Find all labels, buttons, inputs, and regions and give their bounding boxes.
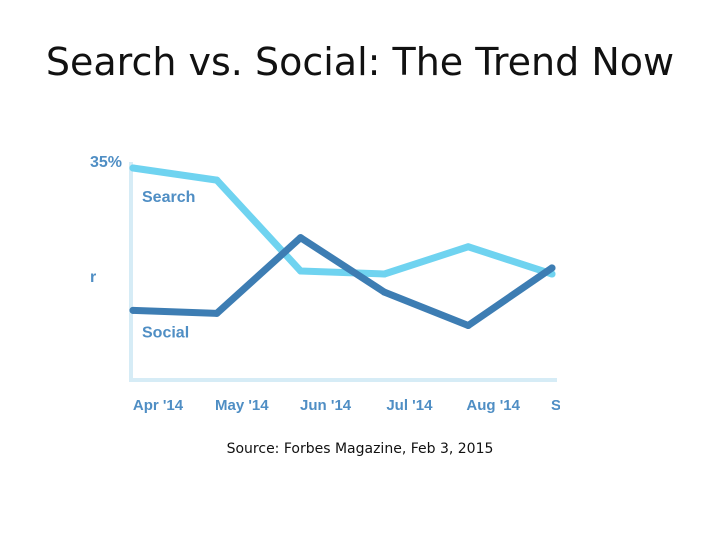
x-tick-label: Jun '14 [300,397,352,414]
social-series-label: Social [142,324,189,341]
social-point [297,234,305,242]
search-series-line [129,164,556,278]
search-point [129,164,137,172]
search-point [297,267,305,275]
social-point [213,309,221,317]
slide-title: Search vs. Social: The Trend Now [45,40,675,84]
search-point [464,243,472,251]
line-chart: Search Social 35% r Apr '14 May '14 Jun '14 Jul… [90,154,560,414]
x-tick-label: Aug '14 [466,397,520,414]
source-note: Source: Forbes Magazine, Feb 3, 2015 [226,441,494,457]
x-tick-label: Sep '14 [551,397,560,414]
social-series-line [129,234,556,329]
search-point [213,176,221,184]
social-point [548,264,556,272]
x-tick-label: May '14 [215,397,269,414]
x-tick-label: Apr '14 [133,397,184,414]
social-point [129,306,137,314]
search-series-label: Search [142,189,195,206]
search-point [380,270,388,278]
x-tick-label: Jul '14 [386,397,433,414]
social-point [380,288,388,296]
social-point [464,321,472,329]
y-tick-label: r [90,269,96,286]
y-tick-label: 35% [90,154,122,171]
